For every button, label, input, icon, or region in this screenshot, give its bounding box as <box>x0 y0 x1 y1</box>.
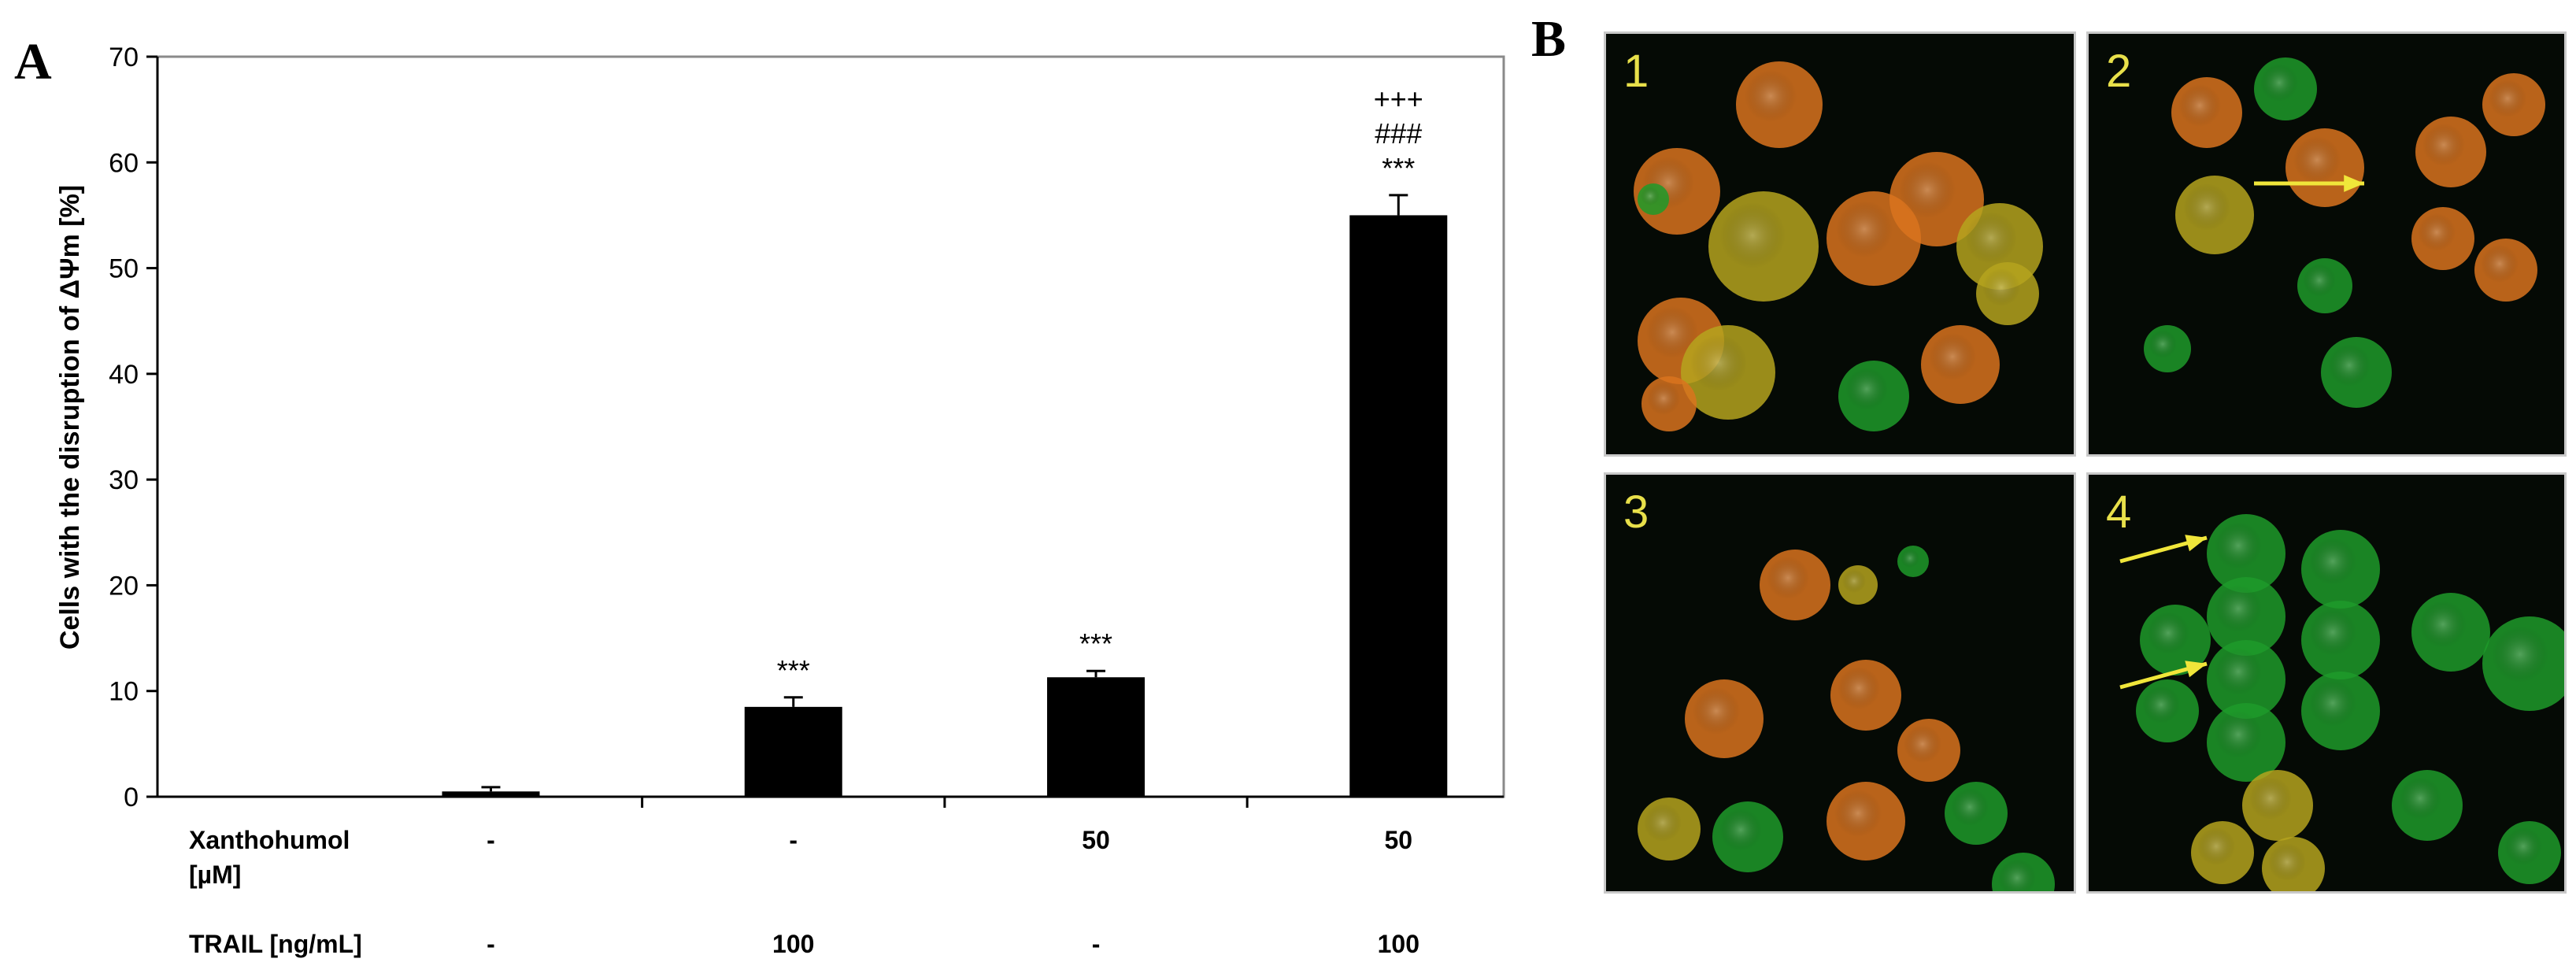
micrograph-panel-4: 4 <box>2086 472 2567 894</box>
micrograph-mixed-cells-icon <box>2144 57 2545 408</box>
cell-highlight <box>1719 202 1786 268</box>
cell-highlight <box>2309 679 2356 727</box>
cell-highlight <box>1641 187 1660 205</box>
y-tick-label: 40 <box>109 360 139 390</box>
cell-highlight <box>1901 549 1919 568</box>
bar <box>442 791 540 797</box>
cell-highlight <box>2268 843 2306 881</box>
condition-value: 100 <box>772 930 814 958</box>
y-axis-label: Cells with the disruption of ΔΨm [%] <box>55 185 85 650</box>
micrograph-number: 2 <box>2106 46 2132 97</box>
y-tick-label: 20 <box>109 571 139 601</box>
cell-highlight <box>2183 183 2230 231</box>
y-tick-label: 10 <box>109 677 139 707</box>
bar <box>1047 677 1146 797</box>
micrograph-sparse-cells-icon <box>1638 546 2055 891</box>
cell-highlight <box>2328 344 2371 387</box>
condition-value: - <box>487 826 495 854</box>
significance-label: ### <box>1375 117 1422 150</box>
panel-b-letter: B <box>1531 10 1567 68</box>
condition-value: - <box>789 826 798 854</box>
cell-highlight <box>1690 335 1747 391</box>
cell-highlight <box>2293 136 2341 183</box>
cell-highlight <box>2504 827 2542 865</box>
cell-highlight <box>1838 667 1880 709</box>
cell-highlight <box>1644 804 1682 842</box>
bar-chart: A Cells with the disruption of ΔΨm [%] 0… <box>14 33 1505 958</box>
cell-highlight <box>1899 161 1956 218</box>
cell-highlight <box>2422 124 2465 166</box>
cell-highlight <box>2260 64 2298 102</box>
cell-highlight <box>1647 382 1680 415</box>
condition-value: 100 <box>1378 930 1419 958</box>
significance-label: +++ <box>1374 83 1423 115</box>
cell-highlight <box>1982 268 2020 306</box>
cell-highlight <box>2492 626 2548 683</box>
significance-label: *** <box>777 654 810 687</box>
condition-value: - <box>487 930 495 958</box>
arrow-head-icon <box>2344 175 2364 192</box>
cell-highlight <box>1929 333 1976 380</box>
micrograph-green-cells-icon <box>2119 514 2564 891</box>
cell-highlight <box>1834 790 1882 837</box>
micrograph-number: 3 <box>1623 487 1649 538</box>
cell-highlight <box>1998 859 2036 891</box>
cell-highlight <box>1719 809 1762 851</box>
cell-highlight <box>2142 686 2180 724</box>
micrograph-number: 1 <box>1623 46 1649 97</box>
cell-highlight <box>2303 264 2336 297</box>
cell-highlight <box>2418 213 2456 251</box>
cell-highlight <box>2399 777 2441 820</box>
y-tick-label: 60 <box>109 148 139 178</box>
condition-value: 50 <box>1384 826 1412 854</box>
cell-highlight <box>2249 777 2292 820</box>
arrow-head-icon <box>2185 661 2207 678</box>
y-tick-label: 70 <box>109 43 139 72</box>
condition-value: 50 <box>1082 826 1110 854</box>
arrow-head-icon <box>2185 535 2207 552</box>
cell-highlight <box>2481 245 2519 283</box>
condition-value: - <box>1092 930 1101 958</box>
condition-label: Xanthohumol <box>189 826 350 854</box>
micrograph-orange-cells-icon <box>1634 61 2043 431</box>
micrograph-number: 4 <box>2106 487 2132 538</box>
cell-highlight <box>2147 612 2189 654</box>
cell-highlight <box>1965 212 2017 264</box>
cell-highlight <box>2215 648 2262 695</box>
micrograph-panel-3: 3 <box>1604 472 2076 894</box>
cell-highlight <box>2309 609 2356 656</box>
cell-highlight <box>2178 84 2221 127</box>
cell-highlight <box>2215 522 2262 569</box>
cell-highlight <box>2489 80 2526 117</box>
condition-label: TRAIL [ng/mL] <box>189 930 362 958</box>
cell-highlight <box>1693 687 1740 735</box>
cell-highlight <box>1745 70 1797 122</box>
plot-frame <box>156 55 1505 798</box>
bar <box>1349 215 1448 797</box>
cell-highlight <box>2419 601 2467 648</box>
y-tick-label: 0 <box>124 783 139 812</box>
cell-highlight <box>1646 306 1698 358</box>
significance-label: *** <box>1079 627 1112 660</box>
y-tick-label: 30 <box>109 465 139 495</box>
cell-highlight <box>2197 827 2235 865</box>
bar <box>744 706 842 797</box>
cell-highlight <box>1904 725 1941 763</box>
condition-label: [µM] <box>189 861 241 889</box>
cell-highlight <box>1845 368 1888 410</box>
cell-highlight <box>1951 788 1989 826</box>
micrograph-panel-2: 2 <box>2086 31 2567 457</box>
micrograph-panel-1: 1 <box>1604 31 2076 457</box>
significance-label: *** <box>1382 152 1415 184</box>
cell-highlight <box>2309 538 2356 585</box>
cell-highlight <box>1842 569 1866 593</box>
cell-highlight <box>2215 585 2262 632</box>
panel-a-letter: A <box>14 33 52 91</box>
cell-highlight <box>2149 330 2177 358</box>
cell-highlight <box>1836 201 1893 257</box>
cell-highlight <box>1767 557 1809 599</box>
y-tick-label: 50 <box>109 254 139 284</box>
cell-highlight <box>2215 711 2262 758</box>
